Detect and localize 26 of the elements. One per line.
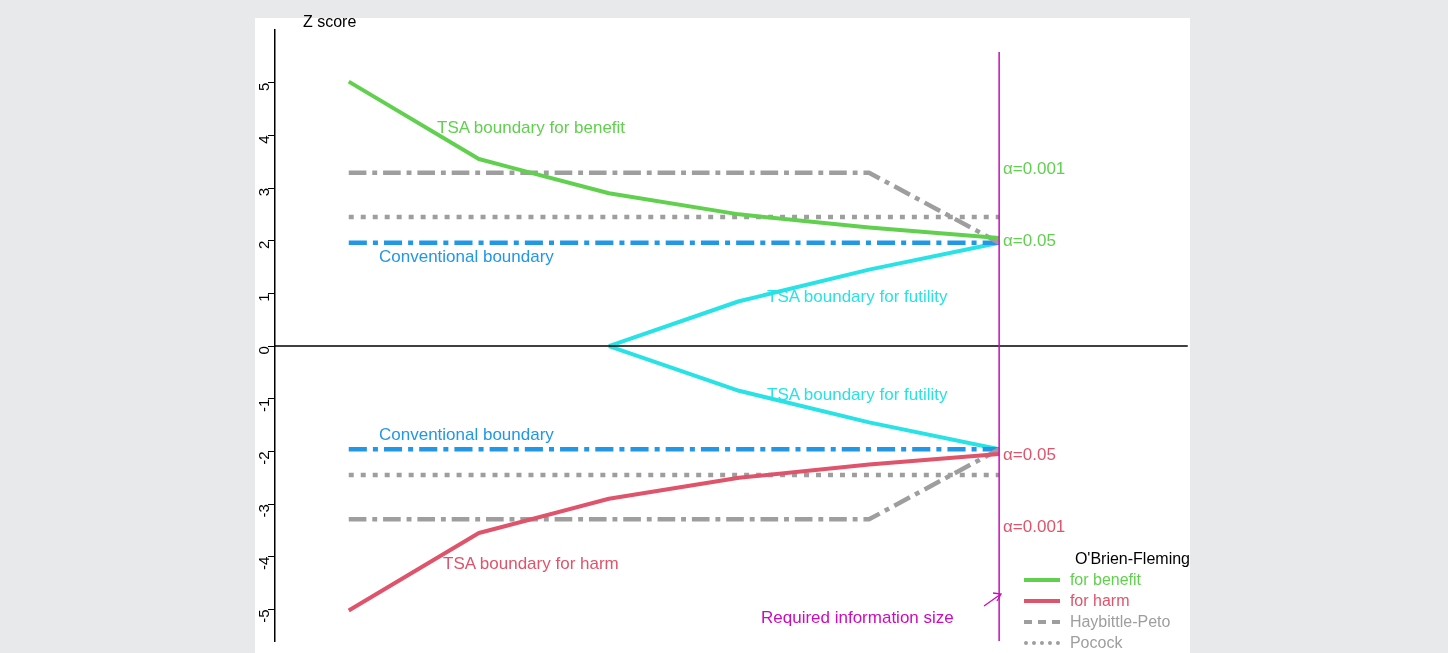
legend-label: Haybittle-Peto <box>1069 612 1171 632</box>
annotation: Conventional boundary <box>379 247 554 267</box>
legend-title: O'Brien-Fleming <box>1073 549 1190 569</box>
legend-label: for benefit <box>1069 570 1142 590</box>
y-tick-label: -2 <box>255 451 273 465</box>
y-axis-title: Z score <box>303 13 357 31</box>
y-tick-label: -4 <box>255 556 273 571</box>
y-tick-label: 3 <box>255 188 273 197</box>
annotation: TSA boundary for harm <box>443 554 619 574</box>
annotation: α=0.001 <box>1003 517 1066 537</box>
annotation: TSA boundary for benefit <box>437 118 626 138</box>
y-tick-label: 5 <box>255 82 273 92</box>
y-tick-label: 2 <box>255 240 273 250</box>
y-tick-label: -1 <box>255 398 273 413</box>
y-tick-label: 1 <box>255 293 273 302</box>
legend-label: for harm <box>1069 591 1130 611</box>
y-tick-label: 4 <box>255 135 273 144</box>
y-tick-label: 0 <box>255 346 273 355</box>
y-tick-label: -3 <box>255 504 273 518</box>
y-tick-label: -5 <box>255 609 273 623</box>
annotation: α=0.05 <box>1003 231 1056 251</box>
annotation: Required information size <box>761 608 954 628</box>
annotation: α=0.05 <box>1003 445 1056 465</box>
annotation: α=0.001 <box>1003 159 1066 179</box>
legend-label: Pocock <box>1069 633 1123 653</box>
annotation: Conventional boundary <box>379 425 554 445</box>
